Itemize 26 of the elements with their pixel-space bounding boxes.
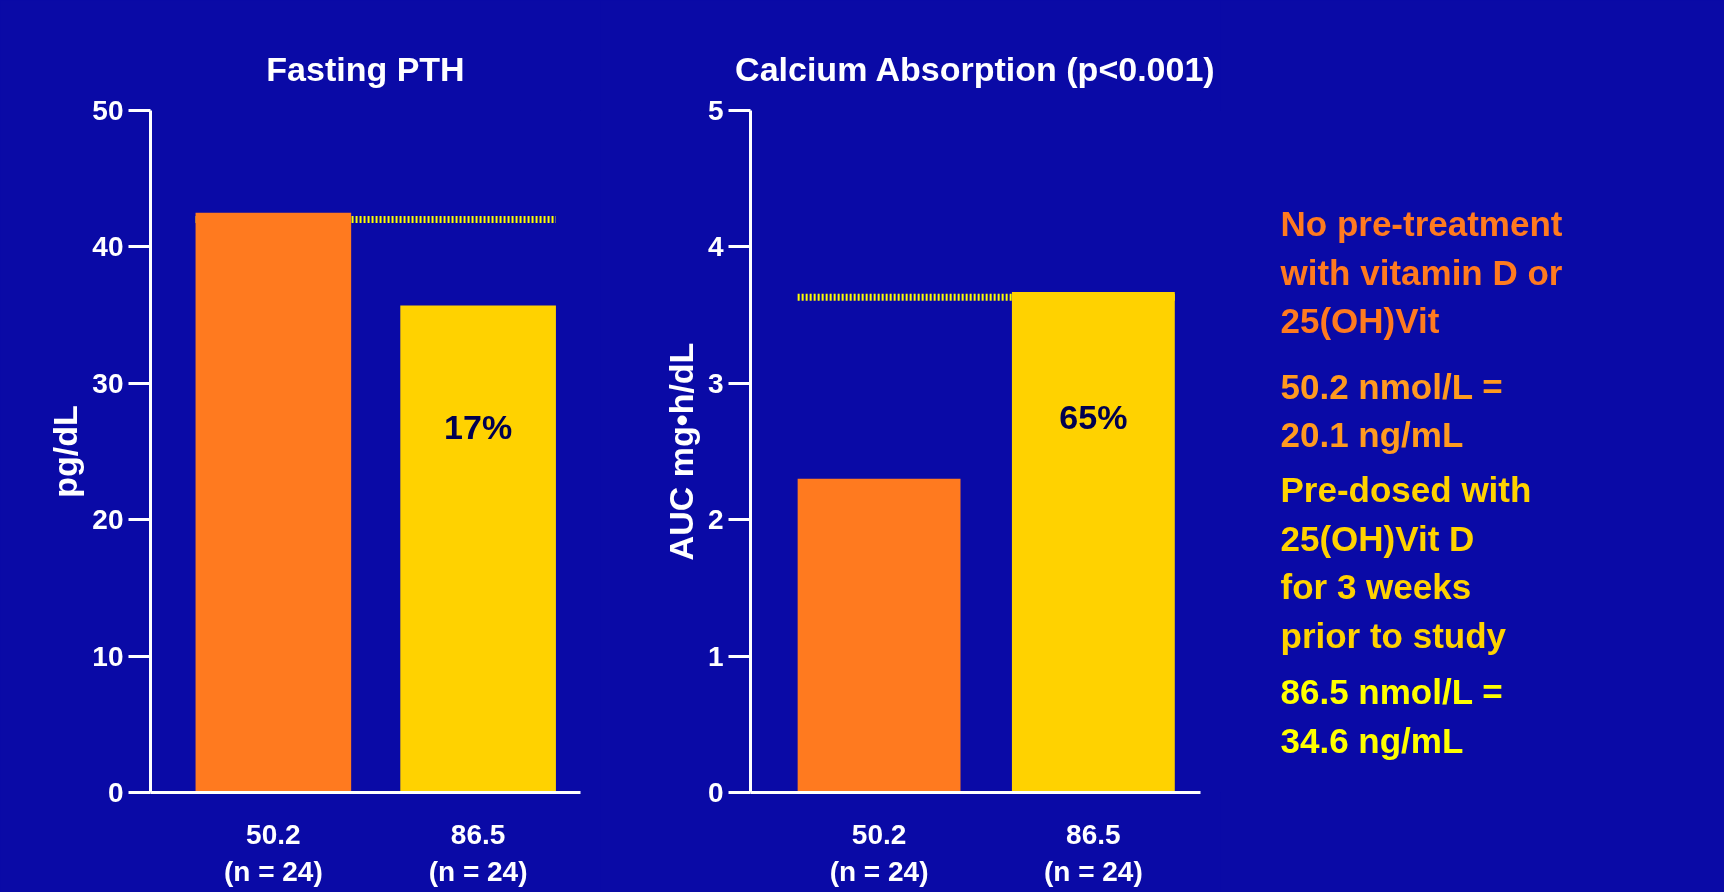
text: 86.5 nmol/L = 34.6 ng/mL (1280, 672, 1503, 761)
y-tick-label: 0 (107, 777, 124, 808)
x-tick-label: 50.2 (n = 24) (829, 818, 929, 887)
y-tick-label: 30 (92, 367, 124, 399)
text: 50.2 nmol/L = 20.1 ng/mL (1280, 366, 1503, 455)
chart-title: Calcium Absorption (p<0.001) (735, 50, 1215, 88)
annotation: 65% (1059, 398, 1128, 437)
y-axis-title: pg/dL (46, 405, 85, 498)
y-tick-label: 0 (707, 777, 724, 808)
annotation: 17% (444, 408, 513, 447)
y-tick-label: 50 (92, 95, 124, 126)
y-tick-label: 20 (92, 504, 124, 536)
x-tick-label: 50.2 (n = 24) (223, 818, 323, 887)
text: No pre-treatment with vitamin D or 25(OH)Vit (1279, 203, 1563, 341)
x-tick-label: 86.5 (n = 24) (1043, 818, 1143, 887)
y-tick-label: 1 (707, 640, 724, 672)
y-tick-label: 40 (92, 231, 124, 263)
y-axis-title: AUC mg•h/dL (661, 342, 700, 561)
y-tick-label: 2 (707, 504, 724, 536)
y-tick-label: 10 (92, 640, 124, 672)
x-tick-label: 86.5 (n = 24) (428, 818, 528, 887)
y-tick-label: 5 (707, 95, 724, 126)
y-tick-label: 3 (707, 367, 724, 399)
chart-title: Fasting PTH (266, 50, 465, 88)
text: Pre-dosed with 25(OH)Vit D for 3 weeks prior to study (1280, 469, 1532, 656)
y-tick-label: 4 (707, 231, 724, 263)
